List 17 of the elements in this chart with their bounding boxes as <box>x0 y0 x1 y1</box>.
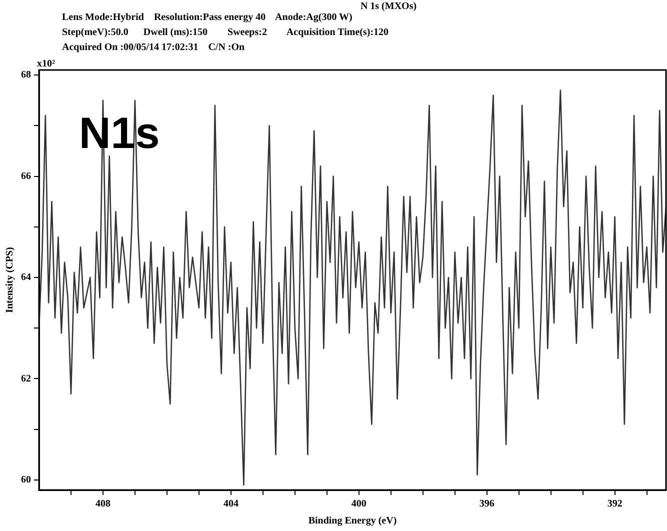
y-axis-title: Intensity (CPS) <box>4 247 16 313</box>
y-tick-label: 68 <box>21 70 31 81</box>
y-tick-label: 66 <box>21 170 31 182</box>
text: Step(meV):50.0 Dwell (ms):150 Sweeps:2 Acquisition Time(s):120 <box>62 27 389 38</box>
x-tick-label: 396 <box>479 498 494 510</box>
y-tick-label: 62 <box>21 373 31 384</box>
chart-title: N 1s (MXOs) <box>359 1 418 12</box>
x-tick-label: 392 <box>607 498 622 510</box>
y-tick-label: 60 <box>21 474 31 486</box>
x-tick-label: 408 <box>95 498 110 510</box>
y-tick-label: 64 <box>21 272 31 284</box>
x-tick-label: 400 <box>351 498 366 510</box>
text: Lens Mode:Hybrid Resolution:Pass energy 40 Anode:Ag(300 W) <box>62 12 352 23</box>
text: x10² <box>37 58 55 70</box>
x-axis-title: Binding Energy (eV) <box>308 516 397 527</box>
x-tick-label: 404 <box>223 498 238 510</box>
text: Acquired On :00/05/14 17:02:31 C/N :On <box>62 42 245 53</box>
